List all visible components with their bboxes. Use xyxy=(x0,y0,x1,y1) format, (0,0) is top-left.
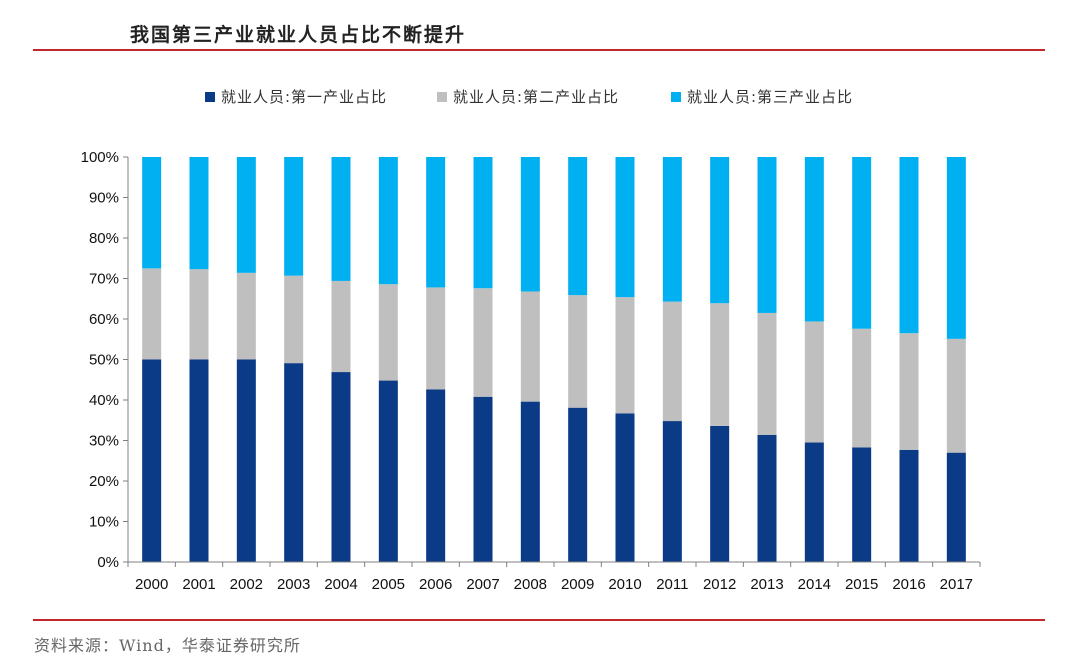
bar-2001-series-1 xyxy=(189,359,209,562)
bar-2010-series-1 xyxy=(615,413,635,562)
x-tick-label: 2012 xyxy=(703,576,736,590)
bar-2011-series-2 xyxy=(662,301,682,422)
bar-2001-series-3 xyxy=(189,157,209,270)
bar-2015-series-2 xyxy=(852,328,872,448)
legend-label-2: 就业人员:第二产业占比 xyxy=(453,88,619,106)
x-tick-label: 2001 xyxy=(182,576,215,590)
stacked-bar-chart: 就业人员:第一产业占比 就业人员:第二产业占比 就业人员:第三产业占比 0% 10% 2… xyxy=(81,88,981,590)
x-axis: 2000 2001 2002 2003 2004 2005 2006 2007 2008 2009… xyxy=(127,561,981,590)
y-tick-label: 30% xyxy=(89,433,119,450)
bar-2017-series-2 xyxy=(946,338,966,453)
y-tick-label: 50% xyxy=(89,352,119,369)
bar-2006-series-2 xyxy=(426,287,446,390)
y-tick-label: 0% xyxy=(97,554,119,571)
legend-swatch-3 xyxy=(671,92,681,102)
x-tick-label: 2009 xyxy=(561,576,594,590)
bar-2013-series-2 xyxy=(757,312,777,435)
legend-swatch-1 xyxy=(205,92,215,102)
legend-swatch-2 xyxy=(437,92,447,102)
x-tick-label: 2003 xyxy=(277,576,310,590)
bar-2012-series-3 xyxy=(710,157,730,304)
x-tick-label: 2007 xyxy=(466,576,499,590)
bar-2001-series-2 xyxy=(189,269,209,360)
y-tick-label: 90% xyxy=(89,190,119,207)
x-tick-label: 2000 xyxy=(135,576,168,590)
bar-2007-series-3 xyxy=(473,157,493,289)
bar-2004-series-1 xyxy=(331,372,351,562)
bar-2000-series-1 xyxy=(142,359,162,562)
bar-2008-series-3 xyxy=(520,157,540,292)
source-note: 资料来源：Wind，华泰证券研究所 xyxy=(34,636,301,655)
bar-2016-series-2 xyxy=(899,333,919,450)
bar-2002-series-3 xyxy=(236,157,256,273)
bar-2004-series-2 xyxy=(331,280,351,373)
bar-2009-series-3 xyxy=(568,157,588,296)
bar-2010-series-3 xyxy=(615,157,635,298)
footer-rule xyxy=(33,619,1045,621)
y-tick-label: 20% xyxy=(89,473,119,490)
bar-2005-series-2 xyxy=(378,284,398,381)
legend: 就业人员:第一产业占比 就业人员:第二产业占比 就业人员:第三产业占比 xyxy=(205,88,853,106)
bar-2000-series-2 xyxy=(142,268,162,360)
x-tick-label: 2011 xyxy=(656,576,688,590)
x-tick-label: 2016 xyxy=(892,576,925,590)
bar-2013-series-1 xyxy=(757,434,777,562)
y-tick-label: 70% xyxy=(89,271,119,288)
bar-2014-series-3 xyxy=(804,157,824,322)
bar-2017-series-3 xyxy=(946,157,966,339)
y-tick-label: 60% xyxy=(89,311,119,328)
bar-2011-series-1 xyxy=(662,421,682,562)
bar-2014-series-1 xyxy=(804,442,824,562)
bar-2009-series-1 xyxy=(568,407,588,562)
legend-label-1: 就业人员:第一产业占比 xyxy=(221,88,387,106)
bar-2008-series-2 xyxy=(520,291,540,402)
bar-2015-series-1 xyxy=(852,447,872,562)
bar-2015-series-3 xyxy=(852,157,872,329)
x-tick-label: 2017 xyxy=(940,576,973,590)
x-tick-label: 2002 xyxy=(230,576,263,590)
bar-2010-series-2 xyxy=(615,297,635,414)
bar-2012-series-2 xyxy=(710,303,730,426)
bar-2016-series-1 xyxy=(899,449,919,562)
bar-2005-series-3 xyxy=(378,157,398,285)
x-tick-label: 2004 xyxy=(324,576,357,590)
chart-title: 我国第三产业就业人员占比不断提升 xyxy=(130,24,467,46)
x-tick-label: 2015 xyxy=(845,576,878,590)
y-tick-label: 100% xyxy=(81,149,119,166)
bar-2009-series-2 xyxy=(568,295,588,408)
x-tick-label: 2008 xyxy=(514,576,547,590)
y-axis: 0% 10% 20% 30% 40% 50% 60% 70% 80% 90% 100% xyxy=(81,149,129,571)
legend-label-3: 就业人员:第三产业占比 xyxy=(687,88,853,106)
x-tick-label: 2005 xyxy=(372,576,405,590)
bar-2016-series-3 xyxy=(899,157,919,334)
bar-2003-series-3 xyxy=(284,157,304,276)
bar-2007-series-1 xyxy=(473,396,493,562)
bar-2002-series-1 xyxy=(236,359,256,562)
header-rule xyxy=(33,49,1045,51)
bar-2012-series-1 xyxy=(710,425,730,562)
y-tick-label: 10% xyxy=(89,514,119,531)
bar-2003-series-1 xyxy=(284,363,304,562)
bar-2002-series-2 xyxy=(236,272,256,360)
x-tick-label: 2006 xyxy=(419,576,452,590)
bar-2017-series-1 xyxy=(946,452,966,562)
y-tick-label: 80% xyxy=(89,230,119,247)
bar-2006-series-1 xyxy=(426,389,446,562)
bar-2003-series-2 xyxy=(284,275,304,364)
x-tick-label: 2013 xyxy=(750,576,783,590)
bar-2008-series-1 xyxy=(520,401,540,562)
bar-2005-series-1 xyxy=(378,380,398,562)
bar-2014-series-2 xyxy=(804,321,824,443)
x-tick-label: 2010 xyxy=(608,576,641,590)
y-tick-label: 40% xyxy=(89,392,119,409)
bar-2004-series-3 xyxy=(331,157,351,281)
bar-2000-series-3 xyxy=(142,157,162,269)
bar-2013-series-3 xyxy=(757,157,777,313)
bar-2011-series-3 xyxy=(662,157,682,302)
x-tick-label: 2014 xyxy=(798,576,831,590)
bars xyxy=(142,157,966,562)
bar-2006-series-3 xyxy=(426,157,446,288)
bar-2007-series-2 xyxy=(473,288,493,397)
